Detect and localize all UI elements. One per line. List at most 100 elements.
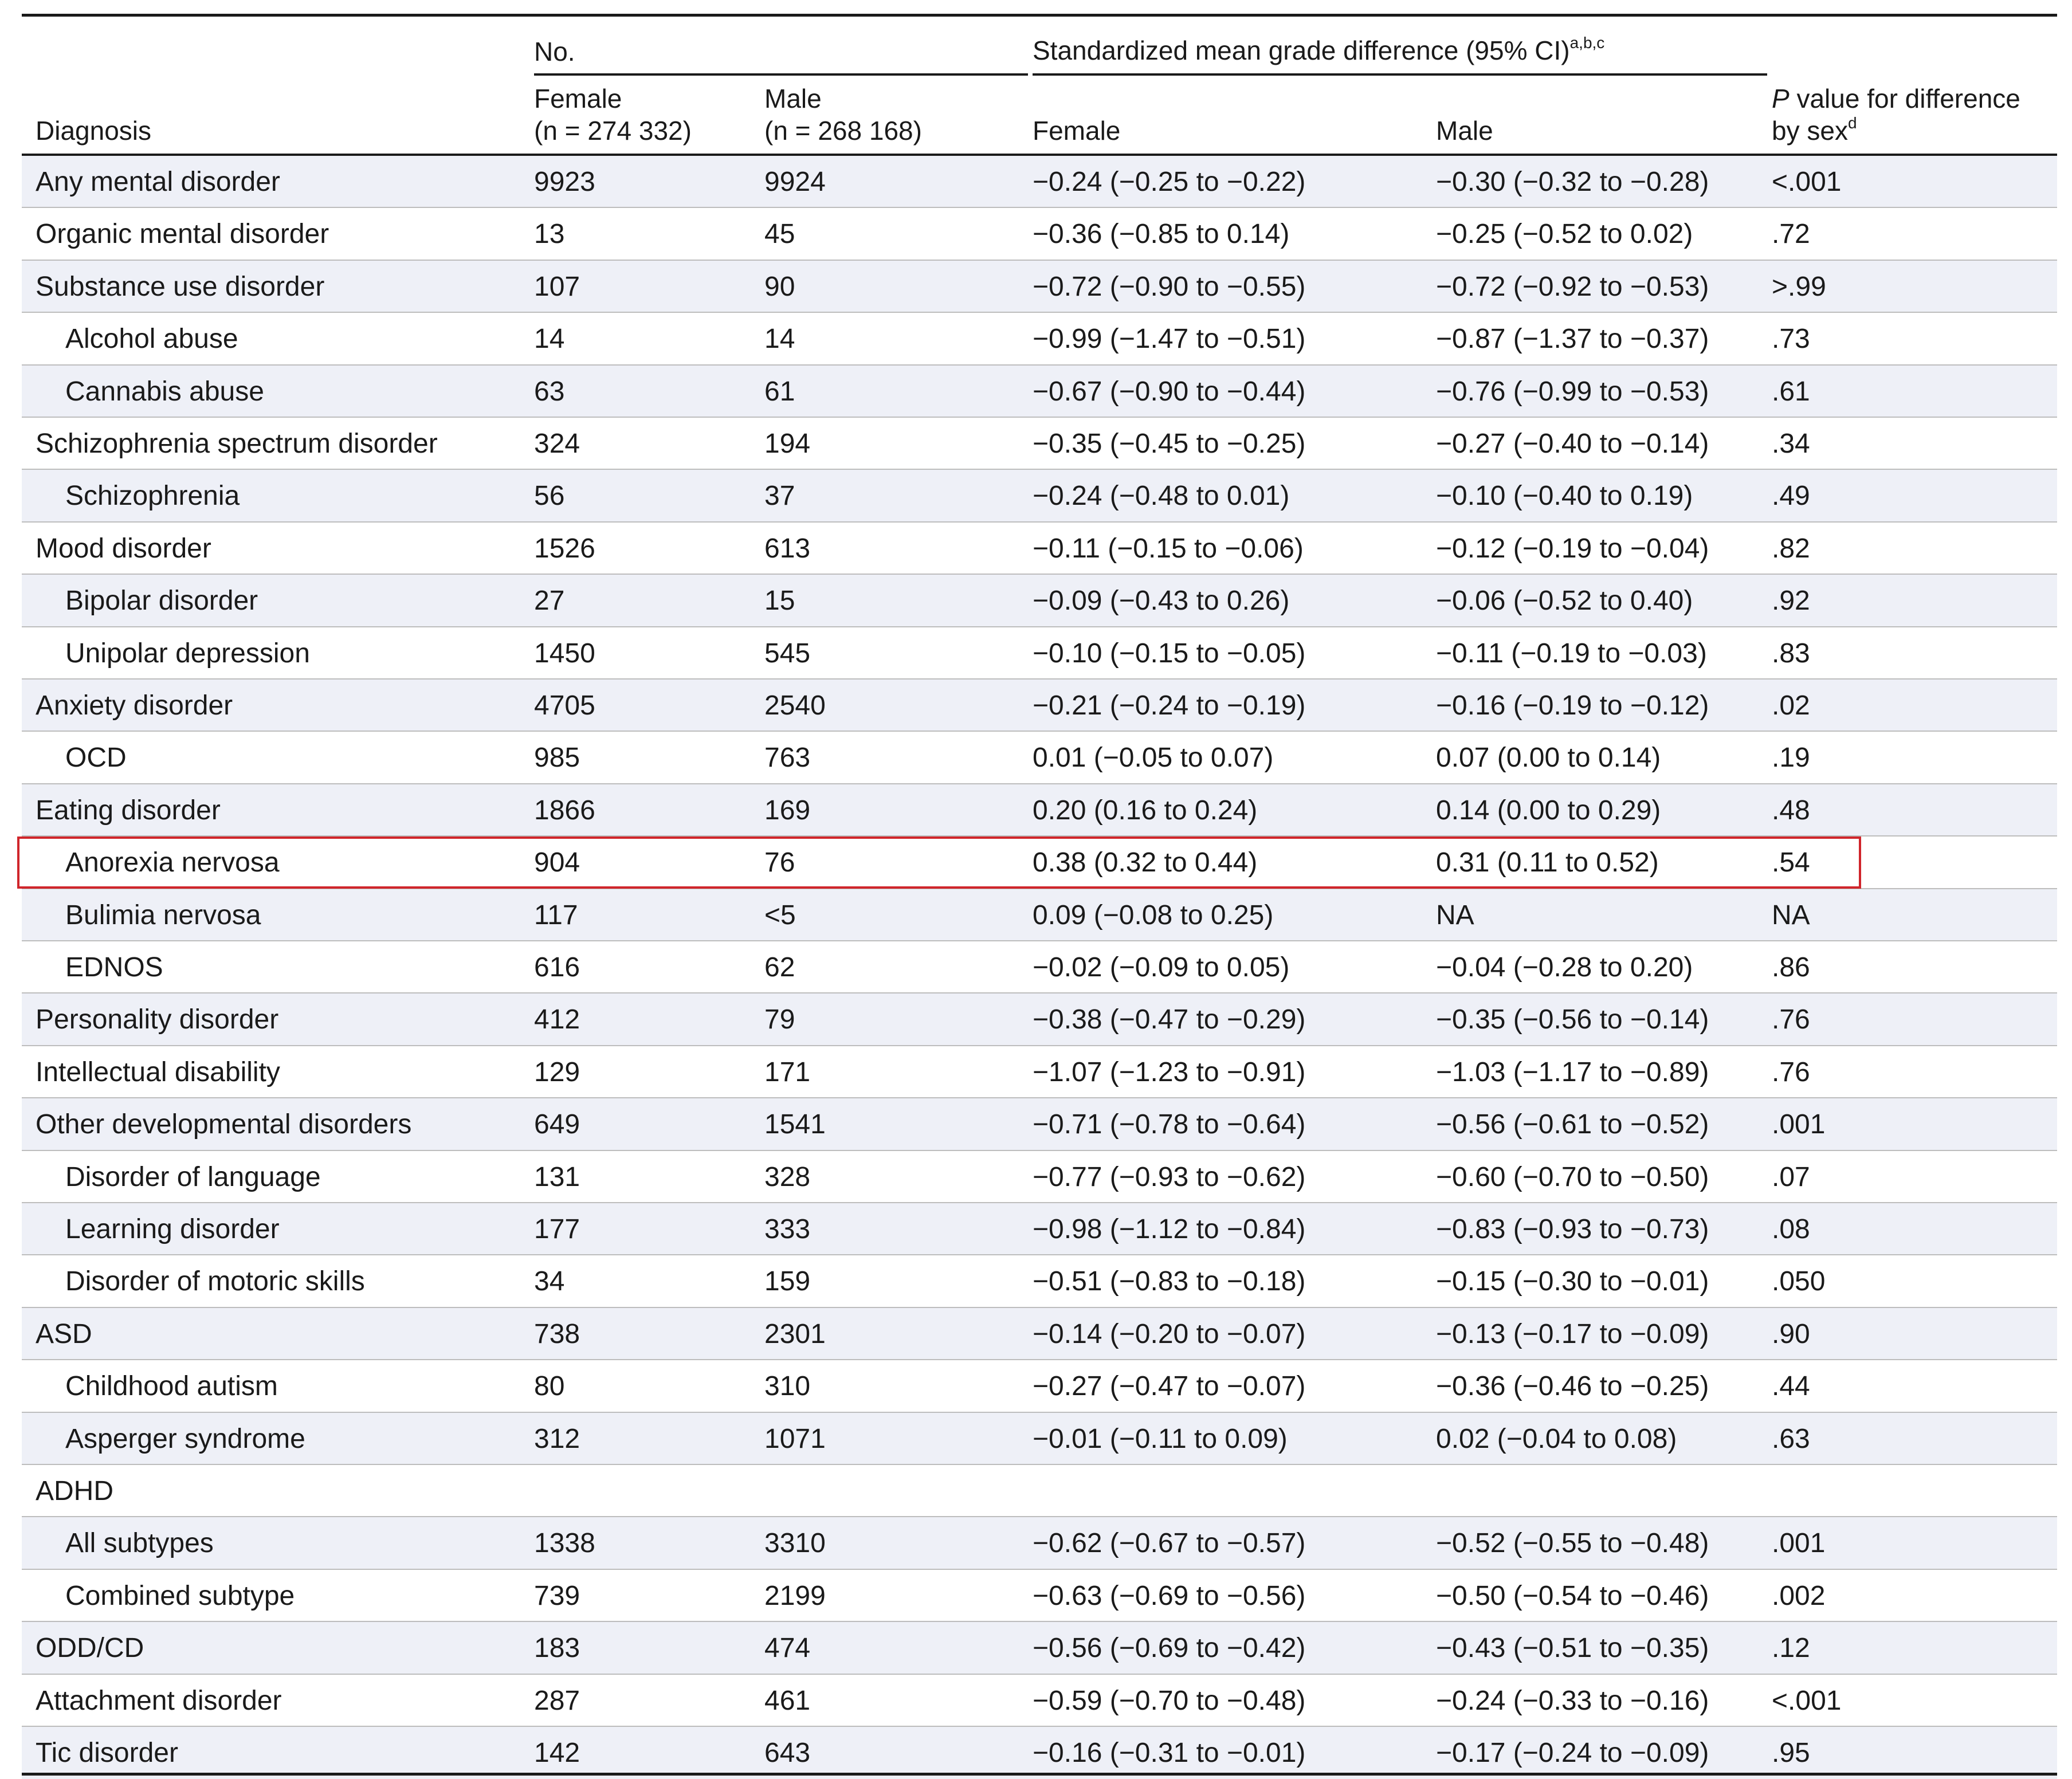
cell-diagnosis: All subtypes <box>65 1528 214 1559</box>
cell-male-count: 3310 <box>764 1528 826 1559</box>
cell-female-count: 107 <box>534 271 580 302</box>
row-separator <box>22 1516 2057 1518</box>
cell-p-value: .54 <box>1772 847 1810 878</box>
cell-diagnosis: Asperger syndrome <box>65 1423 305 1454</box>
cell-p-value: <.001 <box>1772 167 1842 197</box>
cell-diagnosis: Bipolar disorder <box>65 586 258 616</box>
cell-male-count: 90 <box>764 271 795 302</box>
table-row: ODD/CD 183 474 −0.56 (−0.69 to −0.42) −0.43 … <box>22 1622 2057 1675</box>
table-row: ADHD <box>22 1465 2057 1518</box>
table-row: Attachment disorder 287 461 −0.59 (−0.70 to… <box>22 1675 2057 1727</box>
cell-male-smgd: −0.36 (−0.46 to −0.25) <box>1436 1371 1709 1402</box>
row-separator <box>22 1254 2057 1256</box>
cell-female-count: 1866 <box>534 795 595 826</box>
cell-diagnosis: Disorder of language <box>65 1161 321 1192</box>
row-separator <box>22 783 2057 784</box>
header-bottom-rule <box>22 154 2057 156</box>
cell-male-count: 79 <box>764 1004 795 1035</box>
cell-female-count: 56 <box>534 481 565 512</box>
cell-female-smgd: −0.16 (−0.31 to −0.01) <box>1033 1738 1306 1768</box>
table-row: Disorder of language 131 328 −0.77 (−0.93 t… <box>22 1151 2057 1203</box>
cell-female-count: 1526 <box>534 533 595 564</box>
cell-male-smgd: −0.12 (−0.19 to −0.04) <box>1436 533 1709 564</box>
cell-p-value: .001 <box>1772 1528 1826 1559</box>
cell-diagnosis: Childhood autism <box>65 1371 278 1402</box>
header-no-group: No. <box>534 37 575 66</box>
table-row: Bipolar disorder 27 15 −0.09 (−0.43 to 0.26… <box>22 575 2057 627</box>
cell-male-smgd: −0.43 (−0.51 to −0.35) <box>1436 1633 1709 1664</box>
cell-p-value: <.001 <box>1772 1685 1842 1716</box>
cell-female-count: 177 <box>534 1214 580 1244</box>
cell-male-count: 194 <box>764 429 811 459</box>
cell-male-count: 61 <box>764 376 795 407</box>
header-smgd-group: Standardized mean grade difference (95% … <box>1033 34 1605 66</box>
header-smgd-male: Male <box>1436 116 1493 146</box>
highlight-box <box>17 837 1861 889</box>
cell-male-smgd: 0.02 (−0.04 to 0.08) <box>1436 1423 1677 1454</box>
header-diagnosis: Diagnosis <box>36 116 151 146</box>
table-bottom-rule <box>22 1773 2057 1776</box>
cell-p-value: .48 <box>1772 795 1810 826</box>
cell-male-smgd: −0.35 (−0.56 to −0.14) <box>1436 1004 1709 1035</box>
cell-female-count: 14 <box>534 324 565 355</box>
table-row: ASD 738 2301 −0.14 (−0.20 to −0.07) −0.13 (−… <box>22 1307 2057 1361</box>
cell-female-smgd: −0.02 (−0.09 to 0.05) <box>1033 952 1290 983</box>
cell-male-smgd: −0.27 (−0.40 to −0.14) <box>1436 429 1709 459</box>
cell-p-value: .82 <box>1772 533 1810 564</box>
row-separator <box>22 574 2057 575</box>
cell-male-smgd: NA <box>1436 900 1474 930</box>
cell-male-count: <5 <box>764 900 796 930</box>
cell-diagnosis: Attachment disorder <box>36 1685 282 1716</box>
table-row: Cannabis abuse 63 61 −0.67 (−0.90 to −0.44)… <box>22 365 2057 418</box>
row-separator <box>22 207 2057 209</box>
table-row: Schizophrenia 56 37 −0.24 (−0.48 to 0.01) −0… <box>22 470 2057 523</box>
cell-p-value: .08 <box>1772 1214 1810 1244</box>
cell-p-value: NA <box>1772 900 1810 930</box>
cell-male-count: 1541 <box>764 1109 826 1140</box>
cell-female-count: 131 <box>534 1161 580 1192</box>
cell-p-value: .61 <box>1772 376 1810 407</box>
cell-male-count: 76 <box>764 847 795 878</box>
cell-p-value: .72 <box>1772 219 1810 250</box>
cell-p-value: .76 <box>1772 1004 1810 1035</box>
cell-female-count: 80 <box>534 1371 565 1402</box>
cell-p-value: .002 <box>1772 1580 1826 1611</box>
cell-female-count: 739 <box>534 1580 580 1611</box>
table-row: Tic disorder 142 643 −0.16 (−0.31 to −0.01)… <box>22 1727 2057 1779</box>
header-male-n: Male (n = 268 168) <box>764 84 922 146</box>
cell-female-count: 287 <box>534 1685 580 1716</box>
cell-male-count: 171 <box>764 1057 811 1087</box>
table-row: EDNOS 616 62 −0.02 (−0.09 to 0.05) −0.04 (−0… <box>22 941 2057 994</box>
cell-female-smgd: −0.98 (−1.12 to −0.84) <box>1033 1214 1306 1244</box>
table-row: Any mental disorder 9923 9924 −0.24 (−0.25 … <box>22 156 2057 209</box>
cell-male-count: 15 <box>764 586 795 616</box>
row-separator <box>22 678 2057 680</box>
cell-male-count: 763 <box>764 743 811 773</box>
cell-male-smgd: 0.31 (0.11 to 0.52) <box>1436 847 1659 878</box>
cell-female-count: 117 <box>534 900 578 930</box>
cell-male-smgd: 0.14 (0.00 to 0.29) <box>1436 795 1661 826</box>
cell-female-count: 63 <box>534 376 565 407</box>
cell-female-smgd: −0.38 (−0.47 to −0.29) <box>1033 1004 1306 1035</box>
row-separator <box>22 1149 2057 1151</box>
row-separator <box>22 1725 2057 1727</box>
cell-female-count: 13 <box>534 219 565 250</box>
cell-female-smgd: −0.24 (−0.48 to 0.01) <box>1033 481 1290 512</box>
cell-female-smgd: −0.27 (−0.47 to −0.07) <box>1033 1371 1306 1402</box>
cell-male-count: 461 <box>764 1685 811 1716</box>
cell-female-smgd: −0.11 (−0.15 to −0.06) <box>1033 533 1304 564</box>
cell-female-smgd: −0.01 (−0.11 to 0.09) <box>1033 1423 1288 1454</box>
table-row: Intellectual disability 129 171 −1.07 (−1.2… <box>22 1046 2057 1099</box>
cell-male-count: 1071 <box>764 1423 826 1454</box>
cell-male-smgd: −0.13 (−0.17 to −0.09) <box>1436 1318 1709 1349</box>
cell-female-smgd: −0.56 (−0.69 to −0.42) <box>1033 1633 1306 1664</box>
cell-female-count: 1338 <box>534 1528 595 1559</box>
cell-female-count: 9923 <box>534 167 595 197</box>
header-no-group-rule <box>534 73 1028 76</box>
row-separator <box>22 992 2057 994</box>
cell-female-smgd: 0.38 (0.32 to 0.44) <box>1033 847 1258 878</box>
cell-female-count: 1450 <box>534 638 595 669</box>
cell-female-smgd: −0.10 (−0.15 to −0.05) <box>1033 638 1306 669</box>
cell-male-count: 328 <box>764 1161 811 1192</box>
cell-diagnosis: OCD <box>65 743 127 773</box>
